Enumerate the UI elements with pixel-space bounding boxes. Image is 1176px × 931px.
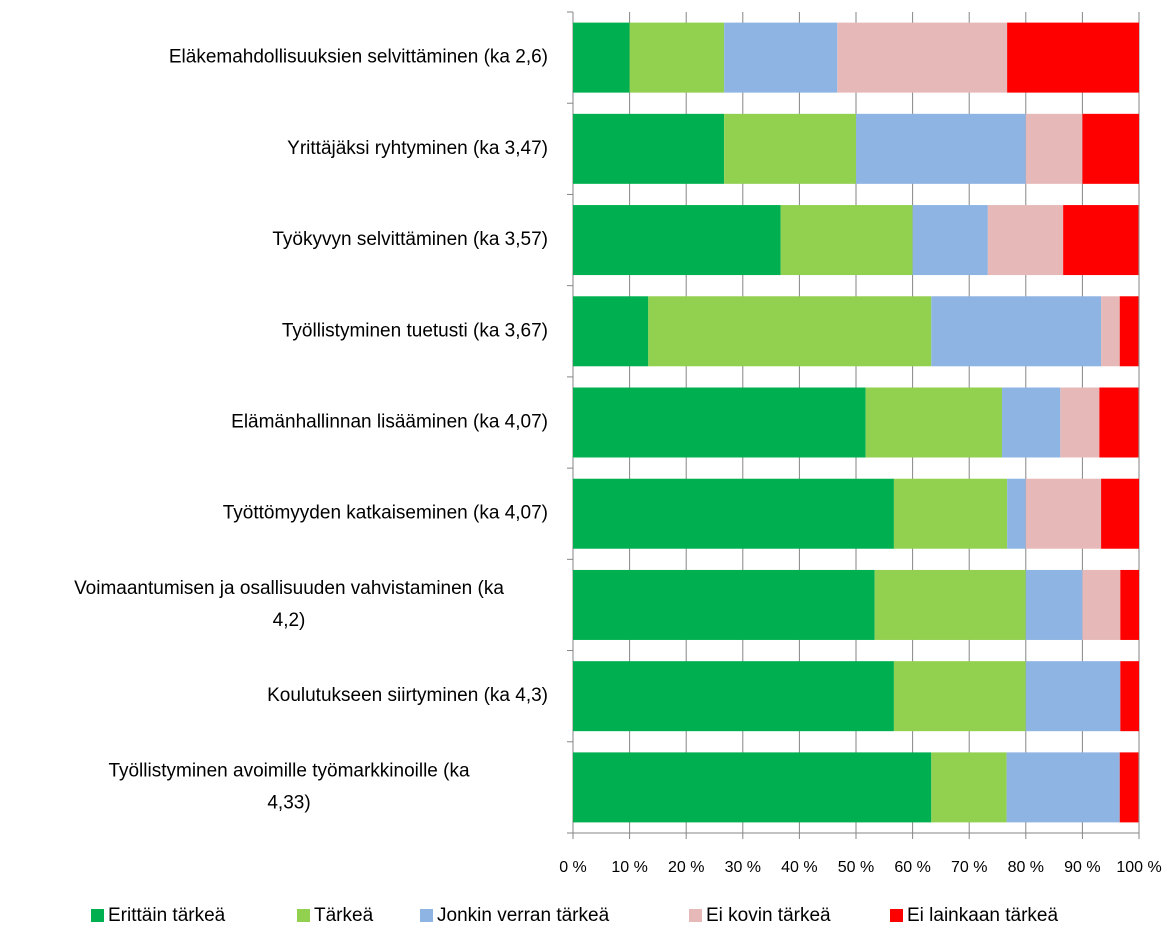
bar-segment [1025,113,1083,184]
legend-swatch [420,909,433,922]
legend-label: Jonkin verran tärkeä [437,905,610,926]
bar-segment [724,113,856,184]
legend-label: Ei kovin tärkeä [706,905,831,926]
bar-segment [1120,569,1139,640]
bar-segment [629,22,725,93]
category-label: Yrittäjäksi ryhtyminen (ka 3,47) [287,138,548,159]
x-tick-label: 20 % [668,859,704,876]
bar-segment [856,113,1026,184]
x-tick-label: 60 % [894,859,930,876]
bar-segment [573,205,781,276]
bar-segment [893,478,1008,549]
bar-segment [573,296,649,367]
bar-segment [1063,205,1139,276]
legend-label: Erittäin tärkeä [108,905,226,926]
x-tick-label: 30 % [725,859,761,876]
bar-segment [865,387,1003,458]
bar-segment [724,22,838,93]
legend-swatch [297,909,310,922]
category-label: Eläkemahdollisuuksien selvittäminen (ka … [169,47,548,68]
bar-segment [987,205,1064,276]
x-tick-label: 0 % [559,859,587,876]
bar-segment [1007,478,1026,549]
bar-segment [1025,478,1102,549]
legend-swatch [91,909,104,922]
category-label: Koulutukseen siirtyminen (ka 4,3) [267,685,548,706]
legend-label: Tärkeä [314,905,374,926]
legend-label: Ei lainkaan tärkeä [907,905,1058,926]
x-tick-label: 40 % [781,859,817,876]
category-label: Työllistyminen avoimille työmarkkinoille… [108,760,470,813]
bar-segment [1119,752,1139,823]
bar-segment [573,22,630,93]
legend-swatch [890,909,903,922]
bar-segment [780,205,913,276]
bar-segment [573,661,894,732]
bar-segment [1002,387,1061,458]
bar-segment [573,569,875,640]
legend-swatch [689,909,702,922]
bar-segment [573,113,725,184]
bar-segment [573,478,894,549]
category-label: Voimaantumisen ja osallisuuden vahvistam… [74,578,504,631]
bar-segment [1006,752,1120,823]
x-tick-label: 10 % [611,859,647,876]
x-tick-label: 70 % [951,859,987,876]
bar-segment [1082,113,1139,184]
bar-segment [1082,569,1121,640]
bar-segment [573,752,932,823]
bar-segment [1025,569,1083,640]
bar-segment [1099,387,1139,458]
bar-segment [837,22,1008,93]
x-tick-label: 50 % [838,859,874,876]
bar-segment [874,569,1026,640]
x-tick-label: 90 % [1064,859,1100,876]
bar-segment [1101,478,1139,549]
bar-segment [573,387,866,458]
bar-segment [931,752,1007,823]
bar-segment [1007,22,1139,93]
bar-segment [893,661,1026,732]
category-label: Työllistyminen tuetusti (ka 3,67) [282,320,548,341]
bar-segment [648,296,932,367]
bar-segment [1060,387,1100,458]
bar-segment [1025,661,1121,732]
x-tick-label: 100 % [1116,859,1161,876]
category-label: Työttömyyden katkaiseminen (ka 4,07) [223,503,548,524]
bar-segment [931,296,1102,367]
category-label: Työkyvyn selvittäminen (ka 3,57) [272,229,548,250]
category-label: Elämänhallinnan lisääminen (ka 4,07) [231,412,548,433]
bar-segment [1101,296,1120,367]
bar-segment [912,205,988,276]
bar-segment [1120,661,1139,732]
bar-segment [1119,296,1139,367]
x-tick-label: 80 % [1008,859,1044,876]
